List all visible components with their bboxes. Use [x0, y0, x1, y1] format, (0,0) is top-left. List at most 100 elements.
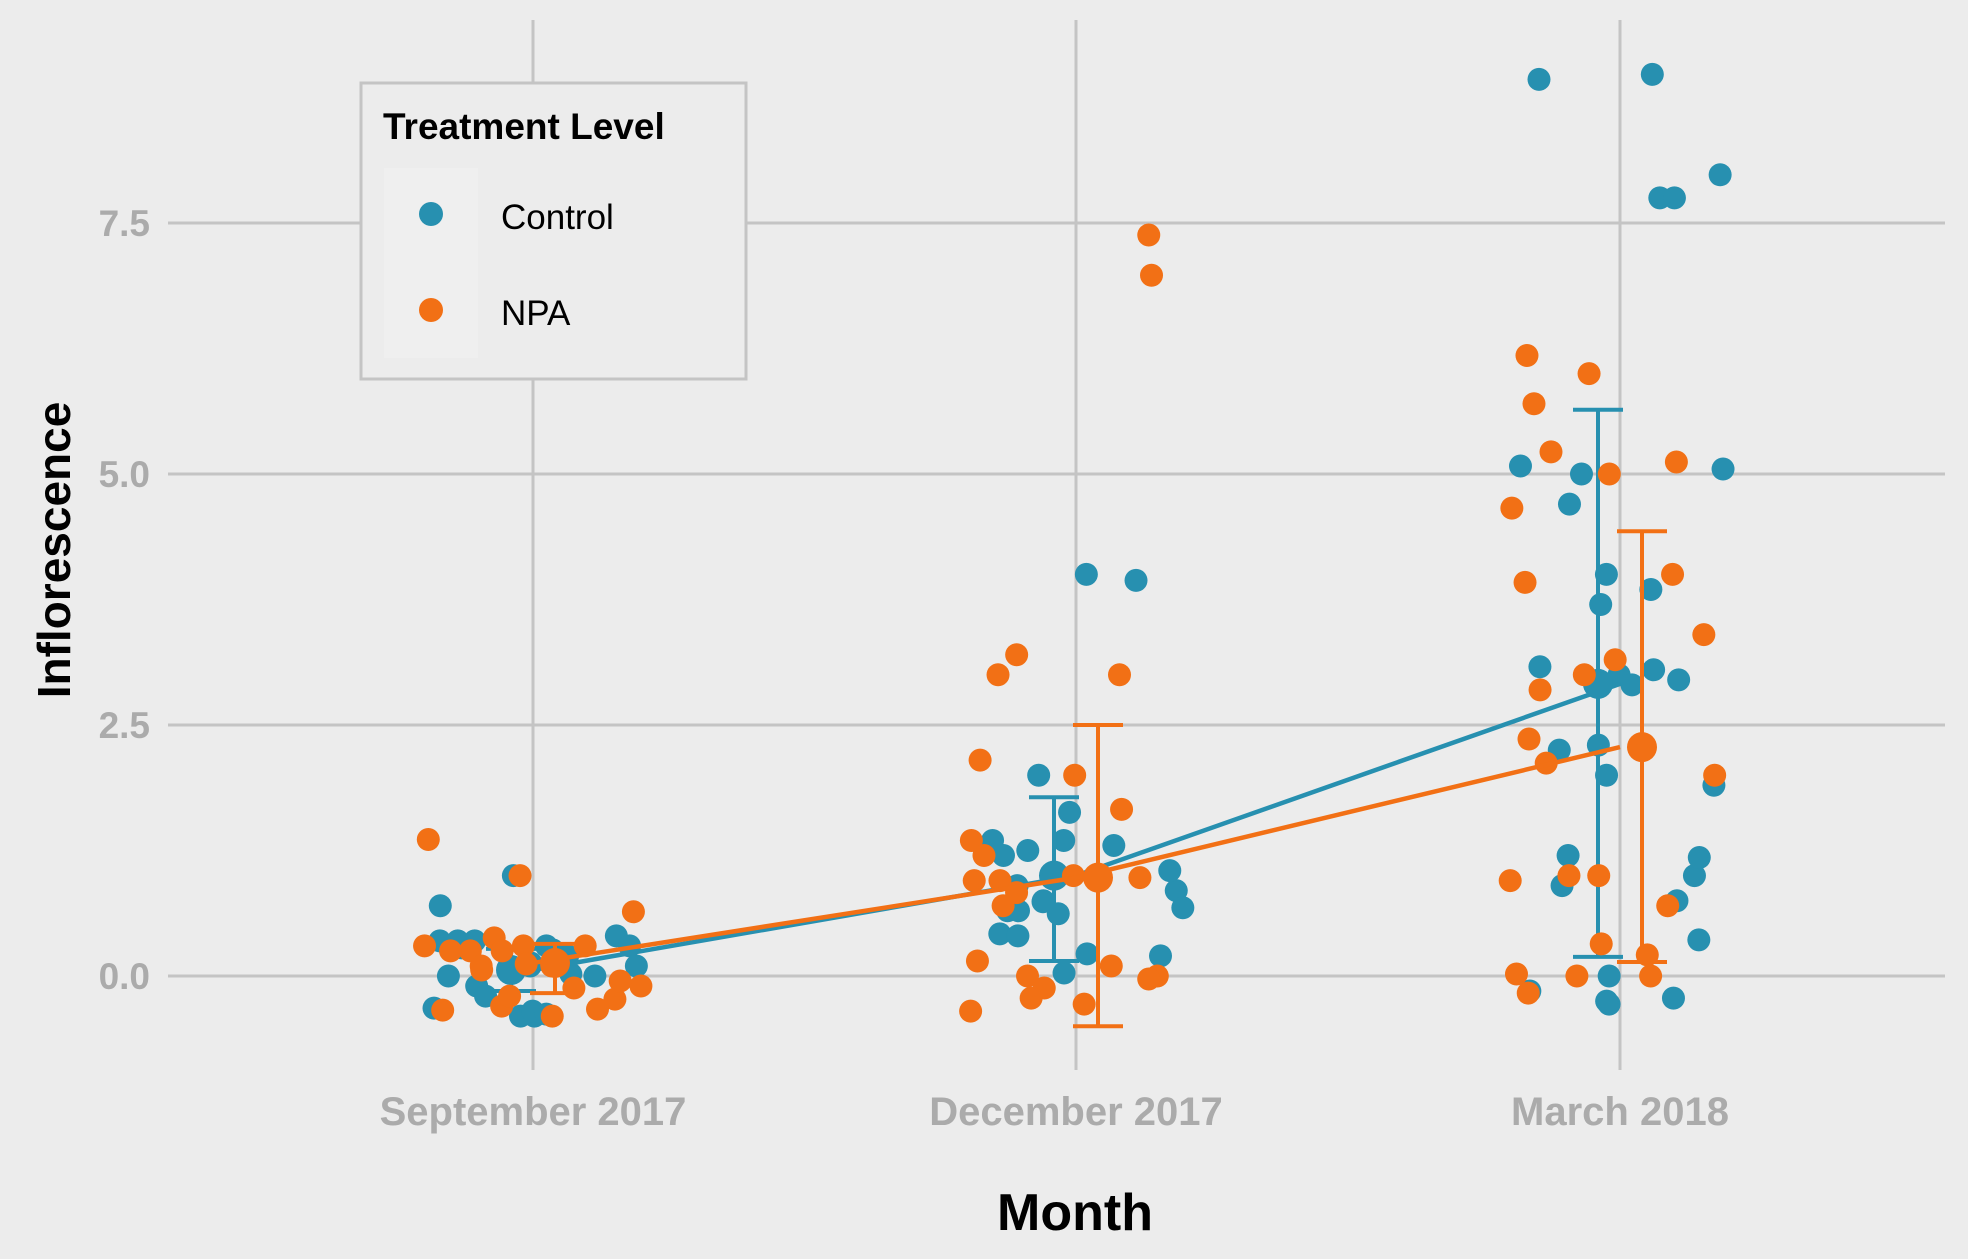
data-point: [1572, 663, 1596, 687]
data-point: [959, 999, 983, 1023]
mean-marker: [1627, 732, 1657, 763]
data-point: [1515, 344, 1539, 368]
data-point: [1074, 562, 1098, 586]
y-axis-title: Inflorescence: [28, 402, 80, 699]
data-point: [624, 954, 648, 978]
data-point: [1527, 67, 1551, 91]
y-tick-label: 2.5: [99, 705, 150, 746]
x-axis-title: Month: [997, 1184, 1153, 1242]
data-point: [1500, 496, 1524, 520]
legend-control-swatch: [419, 202, 443, 226]
data-point: [1708, 163, 1732, 187]
data-point: [1137, 223, 1161, 247]
legend: Treatment Level Control NPA: [359, 81, 748, 381]
data-point: [1577, 362, 1601, 386]
data-point: [1711, 457, 1735, 481]
data-point: [1661, 986, 1685, 1010]
series-layer: [413, 62, 1735, 1029]
data-point: [514, 952, 538, 976]
data-point: [1052, 961, 1076, 985]
data-point: [1539, 440, 1563, 464]
data-point: [1664, 450, 1688, 474]
legend-key-background: [384, 168, 478, 358]
data-point: [962, 869, 986, 893]
data-point: [540, 1004, 564, 1028]
data-point: [1703, 763, 1727, 787]
data-point: [1595, 763, 1619, 787]
data-point: [986, 663, 1010, 687]
data-point: [1075, 942, 1099, 966]
data-point: [1603, 648, 1627, 672]
data-point: [959, 828, 983, 852]
data-point: [1639, 964, 1663, 988]
data-point: [1019, 986, 1043, 1010]
data-point: [608, 969, 632, 993]
data-point: [1124, 568, 1148, 592]
data-point: [991, 844, 1015, 868]
data-point: [1528, 655, 1552, 679]
data-point: [1031, 890, 1055, 914]
data-point: [1140, 263, 1164, 287]
data-point: [965, 949, 989, 973]
data-point: [1589, 593, 1613, 617]
data-point: [1589, 932, 1613, 956]
mean-marker: [1083, 862, 1113, 893]
data-point: [1594, 562, 1618, 586]
data-point: [1016, 964, 1040, 988]
data-point: [1556, 844, 1580, 868]
data-point: [428, 894, 452, 918]
series-npa: [413, 223, 1727, 1029]
data-point: [991, 894, 1015, 918]
data-point: [1171, 896, 1195, 920]
y-tick-label: 7.5: [99, 203, 150, 244]
data-point: [1692, 623, 1716, 647]
data-point: [1072, 992, 1096, 1016]
legend-label-npa: NPA: [501, 294, 571, 333]
data-point: [972, 844, 996, 868]
data-point: [1656, 894, 1680, 918]
data-point: [1597, 964, 1621, 988]
data-point: [1107, 663, 1131, 687]
data-point: [621, 900, 645, 924]
data-point: [1006, 924, 1030, 948]
data-point: [1099, 954, 1123, 978]
data-point: [1642, 658, 1666, 682]
data-point: [1557, 492, 1581, 516]
data-point: [1504, 962, 1528, 986]
x-tick-label: March 2018: [1511, 1090, 1729, 1134]
data-point: [436, 964, 460, 988]
data-point: [603, 987, 627, 1011]
data-point: [1667, 668, 1691, 692]
data-point: [988, 922, 1012, 946]
data-point: [562, 976, 586, 1000]
data-point: [1687, 928, 1711, 952]
data-point: [1128, 866, 1152, 890]
data-point: [1557, 864, 1581, 888]
data-point: [1528, 678, 1552, 702]
y-tick-label: 5.0: [99, 454, 150, 495]
legend-title: Treatment Level: [383, 106, 665, 147]
data-point: [1620, 673, 1644, 697]
data-point: [1063, 763, 1087, 787]
data-point: [490, 939, 514, 963]
data-point: [1498, 869, 1522, 893]
data-point: [1005, 643, 1029, 667]
data-point: [1640, 62, 1664, 86]
mean-line: [532, 744, 1621, 966]
data-point: [988, 869, 1012, 893]
data-point: [1565, 964, 1589, 988]
data-point: [1052, 828, 1076, 852]
data-point: [583, 964, 607, 988]
data-point: [1569, 462, 1593, 486]
data-point: [1102, 833, 1126, 857]
data-point: [1110, 797, 1134, 821]
data-point: [1661, 562, 1685, 586]
data-point: [1137, 967, 1161, 991]
data-point: [1687, 846, 1711, 870]
data-point: [1639, 577, 1663, 601]
data-point: [1061, 864, 1085, 888]
data-point: [431, 998, 455, 1022]
data-point: [1513, 570, 1537, 594]
data-point: [629, 974, 653, 998]
